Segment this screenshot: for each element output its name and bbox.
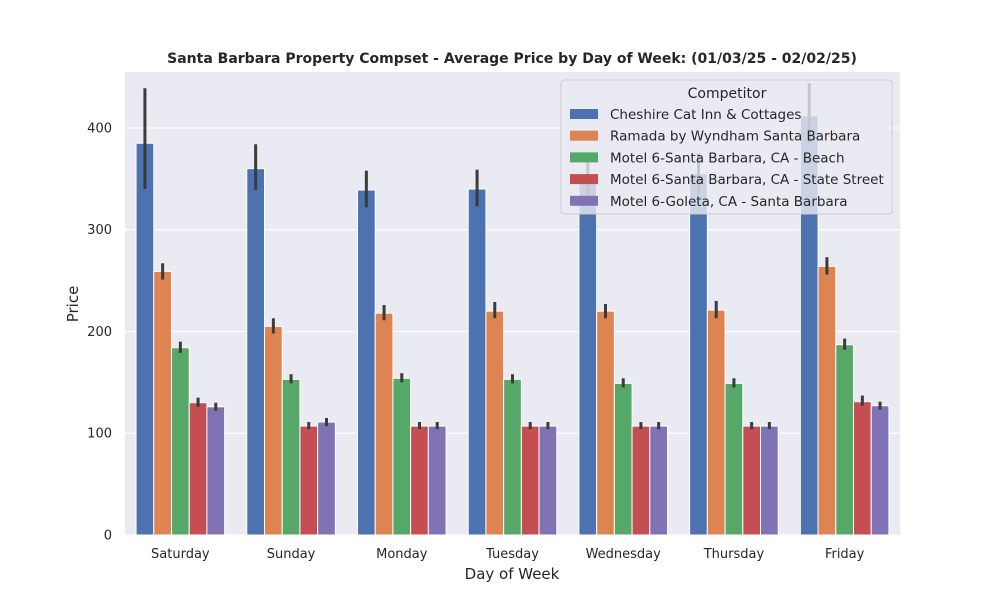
legend-swatch [570, 109, 598, 119]
bar [706, 309, 726, 536]
bar [153, 270, 173, 536]
legend-swatch [570, 130, 598, 141]
bar [724, 382, 744, 536]
y-axis-label: Price [64, 286, 82, 323]
legend-swatch [570, 152, 598, 163]
bar [135, 142, 155, 536]
bar [299, 425, 319, 536]
bar [742, 425, 761, 536]
x-tick-label: Sunday [267, 547, 316, 562]
bar [853, 401, 872, 536]
bar [817, 265, 837, 536]
x-tick-label: Friday [825, 547, 865, 562]
legend-label: Motel 6-Goleta, CA - Santa Barbara [610, 194, 848, 210]
bar [596, 310, 615, 536]
bars [135, 115, 890, 536]
x-tick-label: Thursday [703, 547, 765, 562]
legend: Competitor Cheshire Cat Inn & Cottages Ra… [560, 79, 893, 215]
bar [246, 168, 266, 536]
bar [538, 425, 558, 536]
bar [503, 378, 522, 536]
bar [264, 325, 283, 536]
bar [171, 347, 190, 536]
legend-items: Cheshire Cat Inn & Cottages Ramada by Wyn… [570, 107, 884, 210]
y-tick-label: 400 [87, 121, 112, 136]
bar [467, 188, 487, 536]
bar [485, 310, 505, 536]
bar [317, 421, 336, 536]
bar [689, 173, 708, 536]
y-axis-ticks: 0 100 200 300 400 [87, 121, 112, 543]
x-tick-label: Saturday [151, 547, 210, 562]
bar [835, 344, 854, 536]
y-tick-label: 100 [87, 427, 112, 442]
legend-label: Motel 6-Santa Barbara, CA - State Street [610, 172, 884, 188]
bar [357, 189, 376, 536]
legend-box [560, 79, 893, 215]
legend-swatch [570, 195, 598, 206]
bar [870, 405, 890, 536]
legend-label: Cheshire Cat Inn & Cottages [610, 107, 801, 123]
legend-label: Motel 6-Santa Barbara, CA - Beach [610, 150, 845, 166]
bar [188, 402, 208, 536]
x-axis-label: Day of Week [465, 565, 560, 583]
x-tick-label: Tuesday [485, 547, 539, 562]
chart-title: Santa Barbara Property Compset - Average… [167, 51, 857, 67]
bar [410, 425, 429, 536]
bar [392, 377, 412, 536]
bar [281, 378, 301, 536]
y-tick-label: 300 [87, 223, 112, 238]
bar [631, 425, 651, 536]
bar [613, 382, 633, 536]
x-tick-label: Wednesday [586, 547, 662, 562]
bar [578, 178, 598, 536]
legend-swatch [570, 174, 598, 185]
legend-title: Competitor [688, 86, 767, 102]
bar [374, 312, 394, 536]
y-tick-label: 200 [87, 325, 112, 340]
legend-label: Ramada by Wyndham Santa Barbara [610, 129, 860, 145]
bar [206, 406, 226, 536]
x-tick-label: Monday [376, 547, 428, 562]
bar [760, 425, 779, 536]
x-axis-ticks: Saturday Sunday Monday Tuesday Wednesday Thur… [151, 547, 865, 562]
y-tick-label: 0 [104, 529, 112, 544]
bar [520, 425, 540, 536]
bar [649, 425, 668, 536]
bar [427, 425, 447, 536]
